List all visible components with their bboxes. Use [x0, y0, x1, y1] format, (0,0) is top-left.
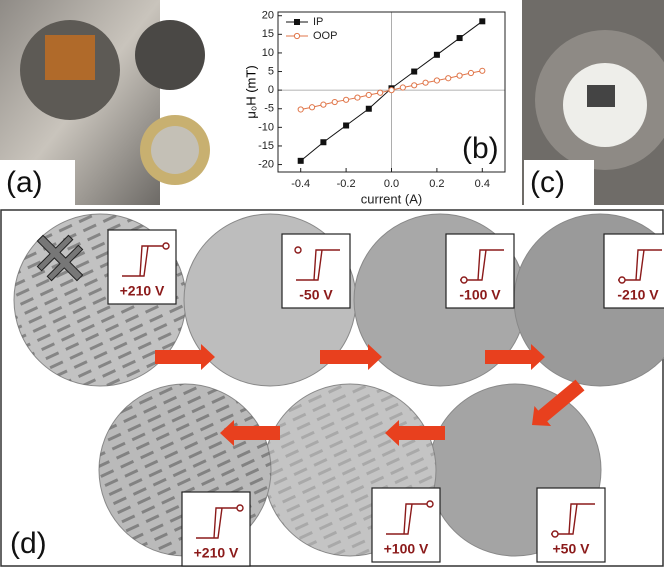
- y-tick-label: 15: [262, 28, 274, 40]
- y-tick-label: -10: [258, 121, 274, 133]
- point: [468, 70, 473, 75]
- state-dot: [552, 531, 558, 537]
- y-tick-label: 5: [268, 65, 274, 77]
- y-tick-label: 20: [262, 10, 274, 22]
- y-tick-label: 0: [268, 84, 274, 96]
- point: [355, 95, 360, 100]
- voltage-label: -210 V: [617, 287, 659, 303]
- voltage-label: +50 V: [553, 541, 591, 557]
- point: [400, 85, 405, 90]
- x-axis-label: current (A): [361, 191, 422, 206]
- x-tick-label: -0.2: [337, 178, 356, 190]
- point: [480, 68, 485, 73]
- point: [434, 52, 440, 58]
- x-tick-label: -0.4: [291, 178, 310, 190]
- point: [366, 92, 371, 97]
- figure: (a) (c) -20 -15 -10 -5 0 5 10 15 20 -0.4 -0.2 0.0 0.…: [0, 0, 664, 567]
- panel-label: (c): [530, 166, 565, 199]
- voltage-label: -50 V: [299, 287, 333, 303]
- point: [298, 158, 304, 164]
- chart: -20 -15 -10 -5 0 5 10 15 20 -0.4 -0.2 0.0 0.2 0.4 curr…: [243, 10, 505, 207]
- point: [343, 122, 349, 128]
- voltage-label: +210 V: [120, 283, 165, 299]
- x-tick-label: 0.2: [429, 178, 444, 190]
- y-axis-label: μ₀H (mT): [243, 65, 258, 118]
- legend-marker: [294, 33, 299, 38]
- point: [457, 73, 462, 78]
- voltage-label: +100 V: [384, 541, 429, 557]
- point: [332, 99, 337, 104]
- x-tick-label: 0.4: [475, 178, 490, 190]
- point: [309, 105, 314, 110]
- state-dot: [461, 277, 467, 283]
- point: [412, 83, 417, 88]
- point: [434, 78, 439, 83]
- state-dot: [427, 501, 433, 507]
- state-dot: [619, 277, 625, 283]
- point: [457, 35, 463, 41]
- y-tick-label: -20: [258, 158, 274, 170]
- x-tick-label: 0.0: [384, 178, 399, 190]
- point: [298, 107, 303, 112]
- panel-label: (a): [6, 166, 43, 199]
- y-tick-label: -15: [258, 140, 274, 152]
- point: [378, 90, 383, 95]
- point: [321, 102, 326, 107]
- state-dot: [237, 505, 243, 511]
- point: [411, 69, 417, 75]
- y-tick-label: -5: [264, 103, 274, 115]
- point: [423, 80, 428, 85]
- voltage-label: +210 V: [194, 545, 239, 561]
- legend-label: IP: [313, 16, 323, 28]
- state-dot: [295, 247, 301, 253]
- panel-label: (b): [462, 132, 499, 165]
- point: [446, 76, 451, 81]
- legend-marker: [294, 19, 300, 25]
- y-tick-label: 10: [262, 47, 274, 59]
- point: [479, 18, 485, 24]
- point: [366, 106, 372, 112]
- state-dot: [163, 243, 169, 249]
- legend-label: OOP: [313, 30, 337, 42]
- point: [344, 97, 349, 102]
- point: [320, 139, 326, 145]
- voltage-label: -100 V: [459, 287, 501, 303]
- point: [389, 88, 394, 93]
- panel-label: (d): [10, 527, 47, 560]
